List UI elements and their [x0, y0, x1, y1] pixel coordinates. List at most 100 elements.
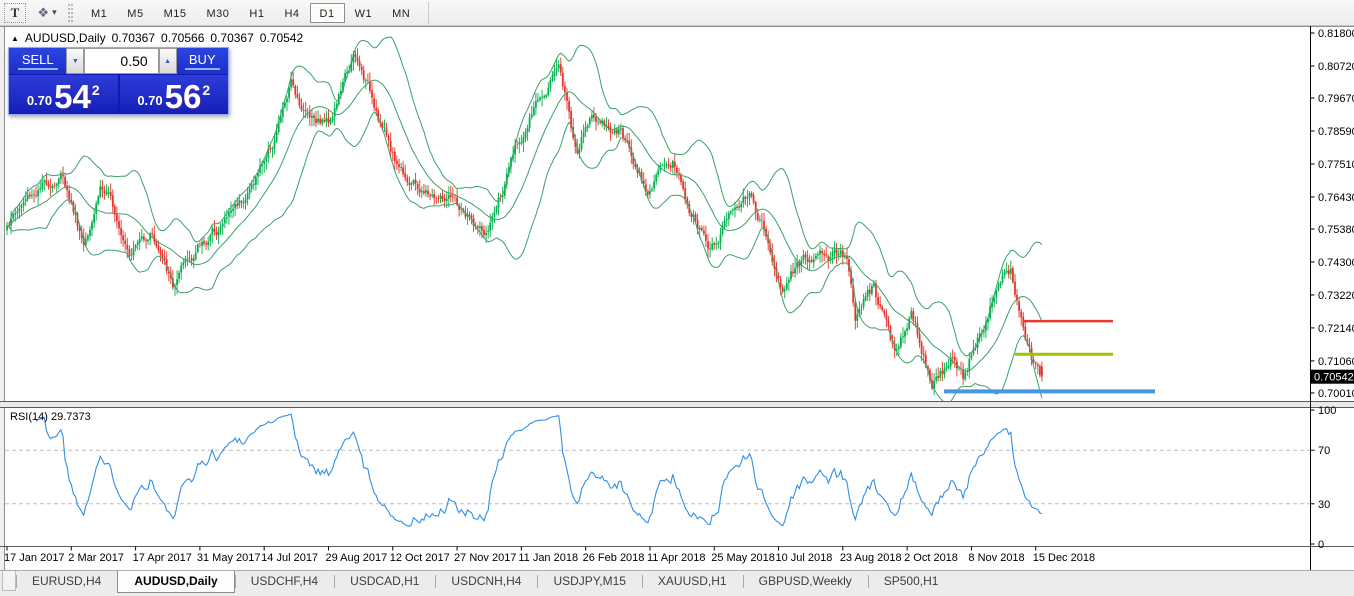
spin-up-icon: ▲ [164, 57, 172, 65]
price-tick-label: 0.77510 [1318, 159, 1354, 171]
ohlc-open: 0.70367 [111, 31, 155, 45]
chart-tab-usdcnh-h4[interactable]: USDCNH,H4 [435, 571, 537, 592]
price-tick-label: 0.75380 [1318, 224, 1354, 236]
price-tick-label: 0.72140 [1318, 323, 1354, 335]
current-price-label: 0.70542 [1314, 372, 1354, 384]
rsi-indicator-label: RSI(14) 29.7373 [10, 411, 91, 423]
price-tick-label: 0.80720 [1318, 61, 1354, 73]
price-tick-label: 0.76430 [1318, 192, 1354, 204]
sell-price-sup: 2 [91, 82, 100, 98]
timeframe-button-MN[interactable]: MN [392, 7, 411, 20]
text-tool-icon[interactable]: T [4, 2, 26, 23]
spin-down-icon: ▼ [71, 57, 79, 65]
chart-symbol-label: AUDUSD,Daily [24, 31, 106, 45]
buy-button-label: BUY [184, 52, 220, 70]
collapse-triangle-icon[interactable]: ▲ [11, 33, 19, 43]
sell-price-base: 0.70 [26, 93, 53, 108]
ohlc-high: 0.70566 [161, 31, 205, 45]
chart-title: ▲ AUDUSD,Daily 0.70367 0.70566 0.70367 0… [11, 31, 303, 45]
ohlc-low: 0.70367 [210, 31, 254, 45]
buy-price-tile[interactable]: 0.70 56 2 [119, 75, 228, 115]
date-tick-label: 2 Mar 2017 [68, 552, 124, 564]
date-tick-label: 11 Apr 2018 [647, 552, 706, 564]
price-tick-label: 0.73220 [1318, 290, 1354, 302]
chart-tab-usdchf-h4[interactable]: USDCHF,H4 [234, 571, 334, 592]
rsi-tick-label: 70 [1318, 445, 1330, 457]
chart-tab-usdjpy-m15[interactable]: USDJPY,M15 [537, 571, 641, 592]
timeframe-button-H1[interactable]: H1 [249, 7, 265, 20]
rsi-tick-label: 0 [1318, 539, 1324, 551]
sell-price-big: 54 [54, 78, 91, 115]
date-tick-label: 17 Apr 2017 [133, 552, 192, 564]
date-tick-label: 31 May 2017 [197, 552, 261, 564]
ohlc-close: 0.70542 [259, 31, 304, 45]
timeframe-button-M5[interactable]: M5 [127, 7, 144, 20]
date-tick-label: 8 Nov 2018 [968, 552, 1024, 564]
price-tick-label: 0.81800 [1318, 28, 1354, 40]
rsi-tick-label: 30 [1318, 499, 1330, 511]
dropdown-caret-icon[interactable]: ▾ [52, 7, 57, 17]
timeframe-button-D1[interactable]: D1 [309, 2, 345, 23]
sell-price-tile[interactable]: 0.70 54 2 [9, 75, 118, 114]
date-tick-label: 12 Oct 2017 [390, 552, 450, 564]
bollinger-upper-band [6, 36, 1043, 357]
toolbar: T ❖ ▾ M1 M5 M15 M30 H1 H4 D1 W1 MN [0, 0, 1354, 26]
timeframe-button-M30[interactable]: M30 [206, 7, 230, 20]
timeframe-button-M1[interactable]: M1 [91, 7, 108, 20]
rsi-series[interactable] [5, 413, 1310, 528]
price-tick-label: 0.78590 [1318, 126, 1354, 138]
sell-button[interactable]: SELL [9, 48, 67, 74]
chart-area[interactable]: 0.81800 0.80720 0.79670 0.78590 0.77510 0.764… [0, 26, 1354, 570]
chart-tab-sp500-h1[interactable]: SP500,H1 [867, 571, 955, 592]
volume-increase-button[interactable]: ▲ [158, 48, 177, 74]
bollinger-middle-band [6, 79, 1043, 372]
candlestick-series[interactable] [6, 36, 1043, 404]
price-tick-label: 0.79670 [1318, 93, 1354, 105]
date-tick-label: 17 Jan 2017 [4, 552, 65, 564]
arrows-tool-icon[interactable]: ❖ ▾ [36, 3, 58, 23]
timeframe-button-W1[interactable]: W1 [354, 7, 373, 20]
rsi-line [35, 413, 1043, 528]
buy-price-base: 0.70 [137, 93, 163, 108]
arrows-icon: ❖ [37, 4, 50, 20]
chart-background [4, 26, 1354, 570]
date-tick-label: 23 Aug 2018 [840, 552, 902, 564]
bollinger-lower-band [6, 111, 1043, 401]
toolbar-separator [428, 1, 430, 24]
price-tick-label: 0.71060 [1318, 356, 1354, 368]
volume-decrease-button[interactable]: ▼ [66, 48, 85, 74]
tab-stub[interactable] [2, 571, 16, 591]
buy-price-big: 56 [164, 78, 202, 115]
bull-bodies [6, 54, 1012, 389]
chart-tab-audusd-daily[interactable]: AUDUSD,Daily [117, 571, 235, 593]
chart-tab-eurusd-h4[interactable]: EURUSD,H4 [16, 571, 117, 592]
timeframe-button-H4[interactable]: H4 [284, 7, 300, 20]
date-tick-label: 10 Jul 2018 [776, 552, 833, 564]
chart-tab-gbpusd-weekly[interactable]: GBPUSD,Weekly [742, 571, 868, 592]
buy-button[interactable]: BUY [176, 48, 229, 74]
chart-tab-xauusd-h1[interactable]: XAUUSD,H1 [641, 571, 743, 592]
one-click-trade-panel: SELL ▼ 0.50 ▲ BUY 0.70 54 2 [8, 47, 229, 115]
date-tick-label: 27 Nov 2017 [454, 552, 516, 564]
date-tick-label: 2 Oct 2018 [904, 552, 958, 564]
date-tick-label: 15 Dec 2018 [1033, 552, 1095, 564]
date-tick-label: 25 May 2018 [711, 552, 775, 564]
timeframe-toolbar: M1 M5 M15 M30 H1 H4 D1 W1 MN [81, 2, 420, 23]
buy-price-sup: 2 [202, 82, 211, 98]
date-tick-label: 14 Jul 2017 [261, 552, 318, 564]
chart-tab-bar: EURUSD,H4 AUDUSD,Daily USDCHF,H4 USDCAD,H1 U… [0, 570, 1354, 596]
timeframe-button-M15[interactable]: M15 [163, 7, 187, 20]
rsi-tick-label: 100 [1318, 405, 1336, 417]
sell-button-label: SELL [17, 52, 58, 70]
current-price-badge [1311, 369, 1354, 384]
date-tick-label: 11 Jan 2018 [518, 552, 578, 564]
toolbar-grip[interactable] [68, 3, 73, 22]
volume-input[interactable]: 0.50 [84, 48, 159, 74]
date-tick-label: 29 Aug 2017 [325, 552, 387, 564]
main-chart-canvas[interactable]: 0.81800 0.80720 0.79670 0.78590 0.77510 0.764… [0, 26, 1354, 570]
price-tick-label: 0.70010 [1318, 388, 1354, 400]
price-tick-label: 0.74300 [1318, 257, 1354, 269]
chart-tab-usdcad-h1[interactable]: USDCAD,H1 [334, 571, 435, 592]
date-tick-label: 26 Feb 2018 [583, 552, 645, 564]
